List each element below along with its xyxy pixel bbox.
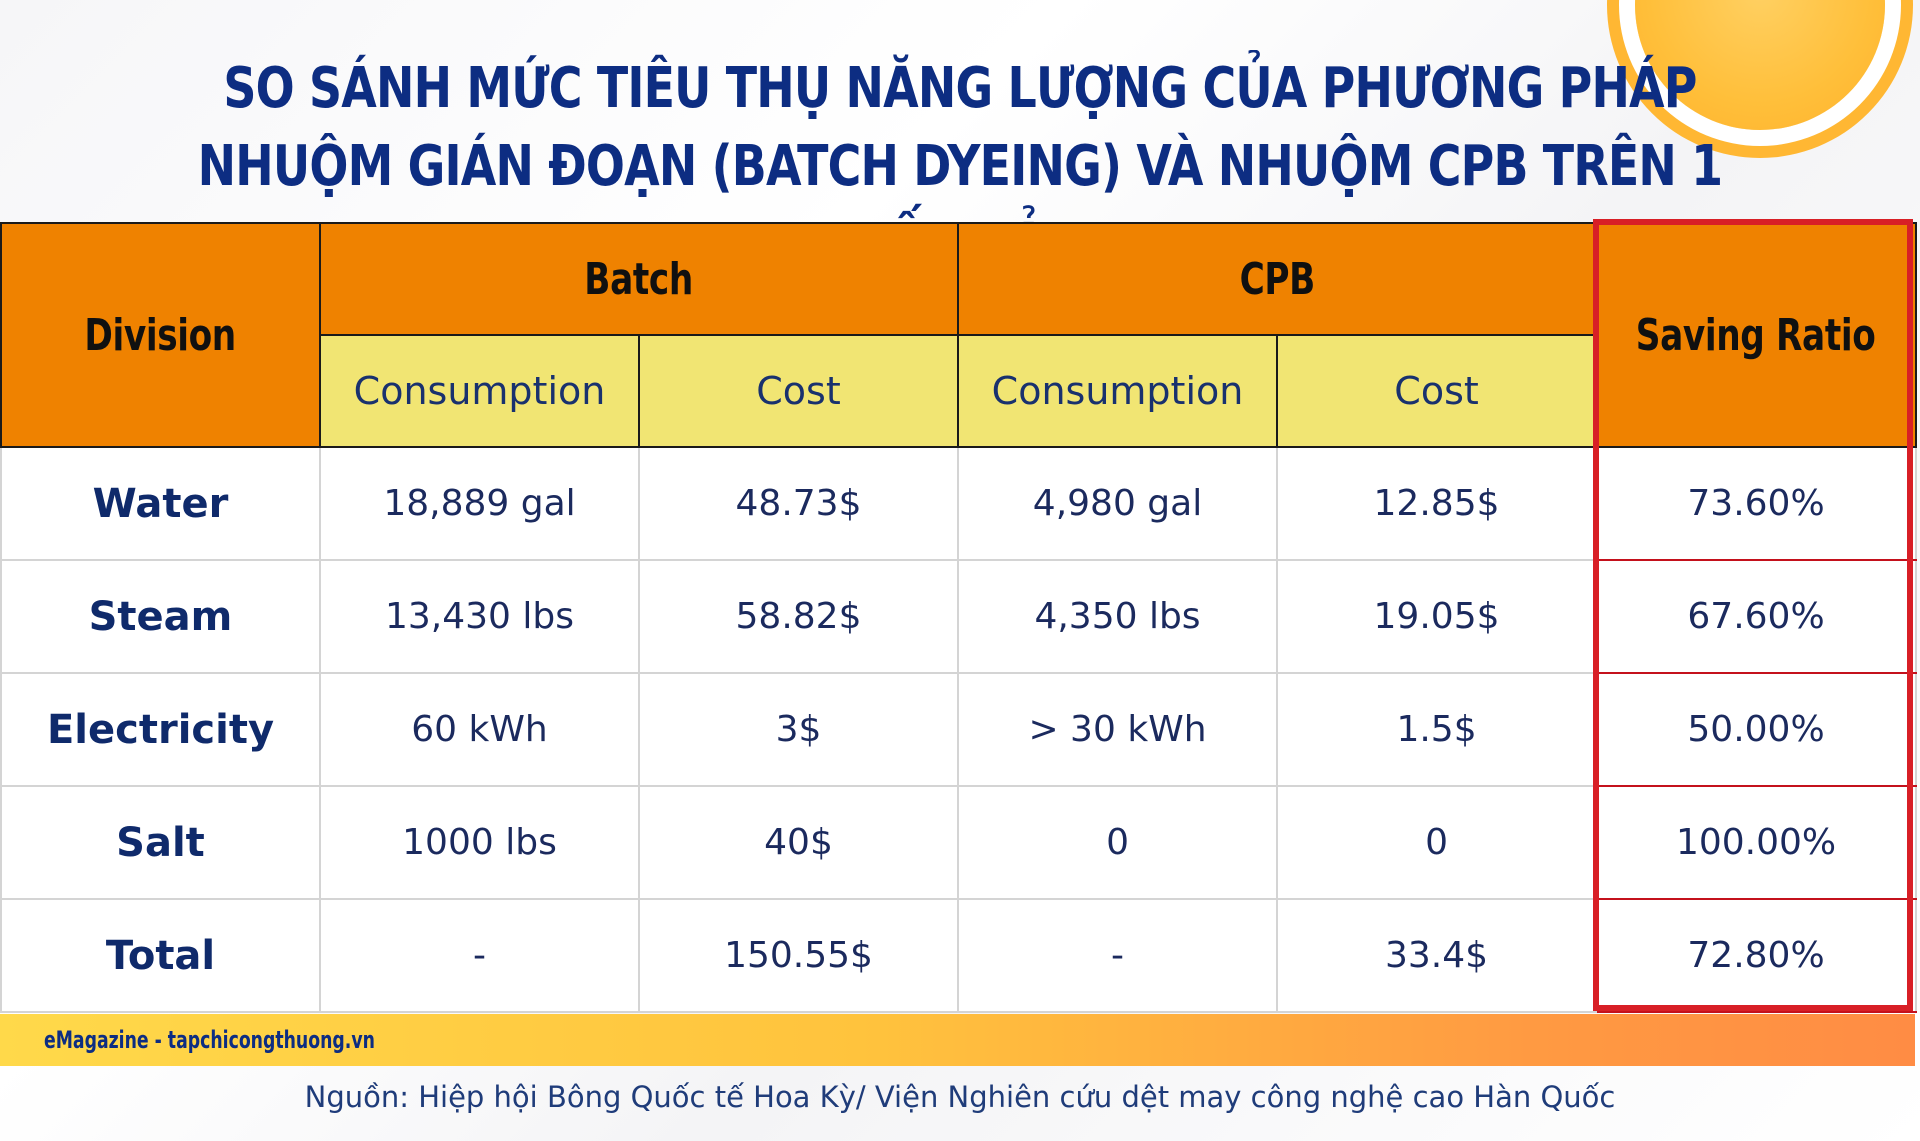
cpb-cost-cell: 19.05$	[1276, 559, 1598, 674]
batch-consumption-cell: 18,889 gal	[319, 446, 640, 561]
table-row: Electricity 60 kWh 3$ > 30 kWh 1.5$ 50.0…	[0, 672, 1918, 787]
cpb-consumption-cell: -	[957, 898, 1279, 1013]
table-row: Total - 150.55$ - 33.4$ 72.80%	[0, 898, 1918, 1013]
table-row: Steam 13,430 lbs 58.82$ 4,350 lbs 19.05$…	[0, 559, 1918, 674]
batch-consumption-cell: 1000 lbs	[319, 785, 640, 900]
header-batch-cost: Cost	[637, 334, 960, 448]
saving-ratio-cell: 50.00%	[1595, 672, 1918, 787]
table-row: Salt 1000 lbs 40$ 0 0 100.00%	[0, 785, 1918, 900]
header-row-sub: Consumption Cost Consumption Cost	[1, 334, 1916, 448]
title-line-1: SO SÁNH MỨC TIÊU THỤ NĂNG LƯỢNG CỦA PHƯƠ…	[223, 56, 1697, 121]
header-cpb-cost: Cost	[1276, 334, 1598, 448]
cpb-cost-cell: 33.4$	[1276, 898, 1598, 1013]
header-batch-consumption: Consumption	[319, 334, 640, 448]
header-cpb: CPB	[957, 222, 1598, 336]
header-saving-ratio: Saving Ratio	[1595, 222, 1918, 448]
division-cell: Total	[0, 898, 321, 1013]
division-cell: Steam	[0, 559, 321, 674]
cpb-cost-cell: 0	[1276, 785, 1598, 900]
source-note: Nguồn: Hiệp hội Bông Quốc tế Hoa Kỳ/ Việ…	[304, 1080, 1616, 1114]
division-cell: Electricity	[0, 672, 321, 787]
header-row-top: Division Batch CPB Saving Ratio	[0, 222, 1918, 448]
batch-consumption-cell: 13,430 lbs	[319, 559, 640, 674]
saving-ratio-cell: 72.80%	[1595, 898, 1918, 1013]
division-cell: Water	[0, 446, 321, 561]
batch-consumption-cell: -	[319, 898, 640, 1013]
cpb-consumption-cell: 4,980 gal	[957, 446, 1279, 561]
batch-cost-cell: 58.82$	[637, 559, 960, 674]
cpb-cost-cell: 12.85$	[1276, 446, 1598, 561]
batch-cost-cell: 150.55$	[637, 898, 960, 1013]
footer-bar: eMagazine - tapchicongthuong.vn	[0, 1014, 1915, 1066]
cpb-consumption-cell: 0	[957, 785, 1279, 900]
table-row: Water 18,889 gal 48.73$ 4,980 gal 12.85$…	[0, 446, 1918, 561]
batch-consumption-cell: 60 kWh	[319, 672, 640, 787]
energy-comparison-table: Division Batch CPB Saving Ratio Consumpt…	[0, 222, 1918, 1013]
header-cpb-consumption: Consumption	[957, 334, 1279, 448]
batch-cost-cell: 3$	[637, 672, 960, 787]
division-cell: Salt	[0, 785, 321, 900]
magazine-brand[interactable]: eMagazine - tapchicongthuong.vn	[44, 1026, 375, 1054]
header-batch: Batch	[318, 222, 960, 336]
saving-ratio-cell: 67.60%	[1595, 559, 1918, 674]
batch-cost-cell: 48.73$	[637, 446, 960, 561]
cpb-consumption-cell: 4,350 lbs	[957, 559, 1279, 674]
saving-ratio-cell: 100.00%	[1595, 785, 1918, 900]
saving-ratio-cell: 73.60%	[1595, 446, 1918, 561]
cpb-consumption-cell: > 30 kWh	[957, 672, 1279, 787]
batch-cost-cell: 40$	[637, 785, 960, 900]
header-division: Division	[0, 222, 321, 448]
cpb-cost-cell: 1.5$	[1276, 672, 1598, 787]
